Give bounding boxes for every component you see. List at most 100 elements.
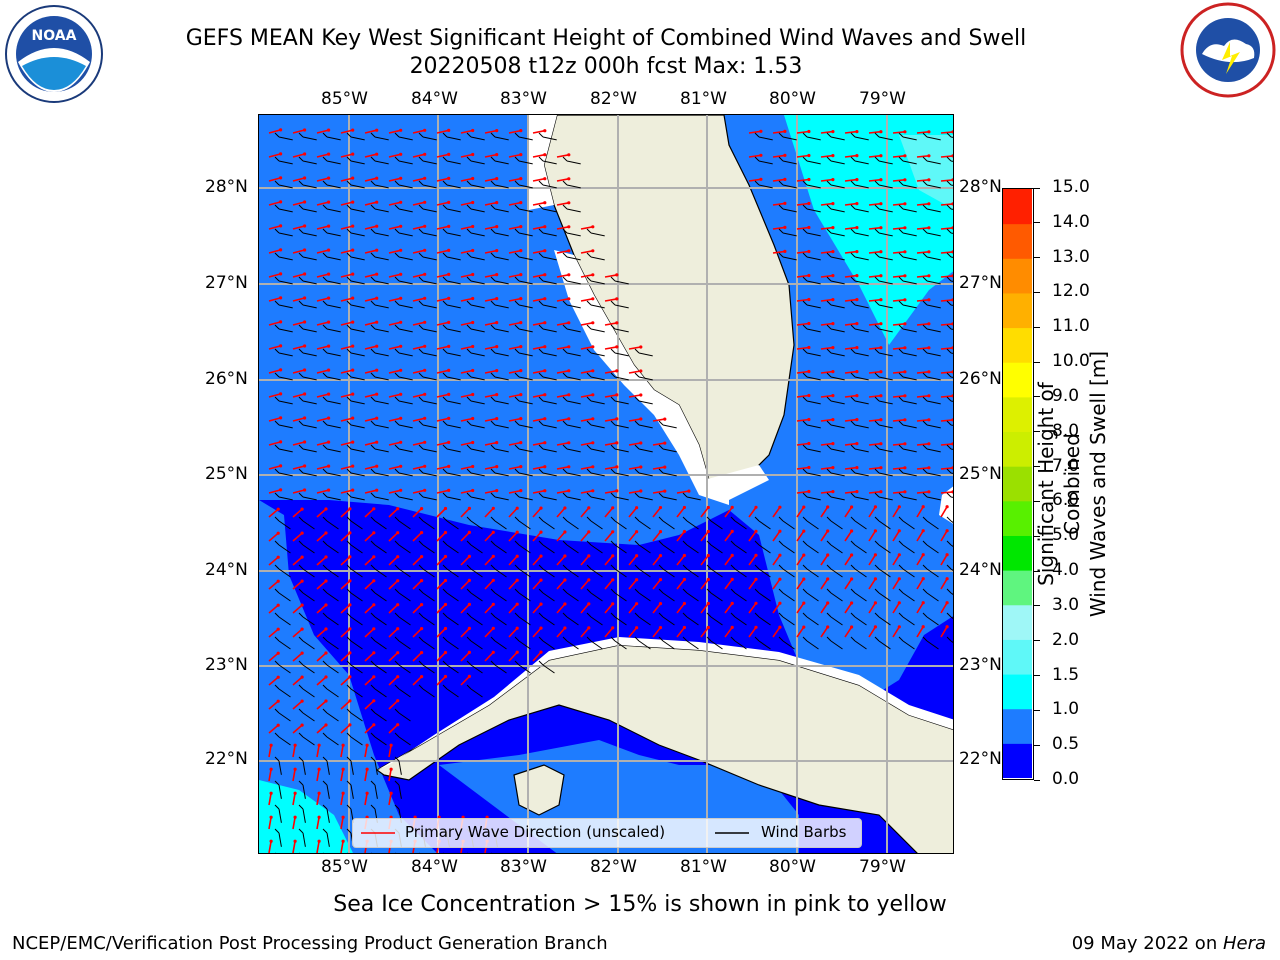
wind-barb [638,448,653,453]
wave-arrow-head [495,393,499,397]
wave-direction-arrow [268,817,272,830]
wind-barb [350,712,363,722]
wave-direction-arrow [604,490,617,494]
wind-barb [590,328,605,333]
wind-barb-flag [538,276,544,282]
wave-arrow-head [372,579,376,583]
wind-barb-flag [778,132,784,138]
wave-direction-arrow [820,394,833,398]
wind-barb-flag [850,636,856,642]
wave-direction-arrow [364,417,377,422]
wind-barb [518,592,531,602]
wind-barb [542,568,555,578]
wind-barb-flag [394,228,400,234]
wave-direction-arrow [436,465,449,470]
wave-direction-arrow [652,603,662,614]
wave-direction-arrow [508,345,521,350]
colorbar-label-line2: Wind Waves and Swell [m] [1086,350,1110,618]
wind-barb [302,184,317,189]
wave-direction-arrow [340,489,353,494]
wave-direction-arrow [556,202,569,206]
wind-barb [350,784,354,799]
wave-direction-arrow [388,393,401,398]
wind-barb [278,496,293,501]
wind-barb-flag [346,516,352,522]
wave-arrow-head [951,466,953,470]
wave-direction-arrow [292,273,305,278]
wind-barb-flag [898,612,904,618]
wind-barb [494,208,509,213]
wave-arrow-head [615,273,619,277]
wind-barb-flag [442,324,448,330]
wind-barb [326,568,339,578]
wave-arrow-head [423,296,427,300]
wind-barb [446,568,459,578]
wave-arrow-head [443,554,448,559]
wave-direction-arrow [268,841,272,853]
wave-direction-arrow [268,369,281,374]
wave-arrow-head [855,418,859,422]
wind-barb-flag [490,444,496,450]
wind-barb-flag [634,420,640,426]
wind-barb [422,520,435,530]
wind-barb-flag [802,276,808,282]
wind-barb-flag [298,612,304,618]
wind-barb-flag [562,516,568,522]
wave-direction-arrow [604,603,614,614]
wind-barb [326,616,339,626]
wave-arrow-head [663,489,667,493]
wind-barb-flag [946,204,952,210]
colorbar-tick-mark [1034,779,1040,781]
wave-arrow-head [873,505,878,509]
wind-barb [686,640,699,650]
wind-barb-flag [274,804,280,810]
wind-barb-flag [874,132,880,138]
wind-barb-flag [826,180,832,186]
wave-arrow-head [423,152,427,156]
wave-arrow-head [879,490,883,494]
wind-barb [902,616,915,626]
wave-arrow-head [903,346,907,350]
wind-barb-flag [298,636,304,642]
wave-arrow-head [682,553,686,558]
colorbar-band [1003,535,1032,571]
wave-direction-arrow [484,369,497,374]
wave-arrow-head [879,154,883,158]
wind-barb-flag [418,492,424,498]
wind-barb-flag [826,396,832,402]
wind-barb-flag [778,540,784,546]
wave-direction-arrow [916,347,929,350]
wind-barb [278,568,291,578]
wind-barb-flag [922,420,928,426]
wind-barb-flag [322,780,328,786]
wave-direction-arrow [532,417,545,422]
wind-barb [902,568,915,578]
wind-barb [542,136,557,141]
wave-arrow-head [639,393,643,397]
wind-barb [278,352,293,357]
wave-direction-arrow [652,507,662,518]
wave-arrow-head [399,296,403,300]
wave-direction-arrow [268,508,279,518]
wind-barb [302,688,315,698]
wind-barb [470,160,485,165]
wind-barb-flag [298,708,304,714]
wind-barb [350,544,363,554]
wave-direction-arrow [364,177,377,182]
wind-barb-flag [490,132,496,138]
colorbar-tick-label: 2.0 [1052,629,1080,650]
wave-direction-arrow [388,249,401,254]
wind-barb [446,184,461,189]
wind-barb-flag [274,396,280,402]
wave-arrow-head [519,273,523,277]
wind-barb [422,544,435,554]
wind-barb-flag [298,756,304,762]
wind-barb [878,448,893,453]
wave-arrow-head [375,344,379,348]
wave-arrow-head [591,225,595,229]
wind-barb [278,472,293,477]
wind-barb-flag [346,276,352,282]
wind-barb [854,568,867,578]
wind-barb-flag [778,564,784,570]
wave-direction-arrow [796,250,810,254]
